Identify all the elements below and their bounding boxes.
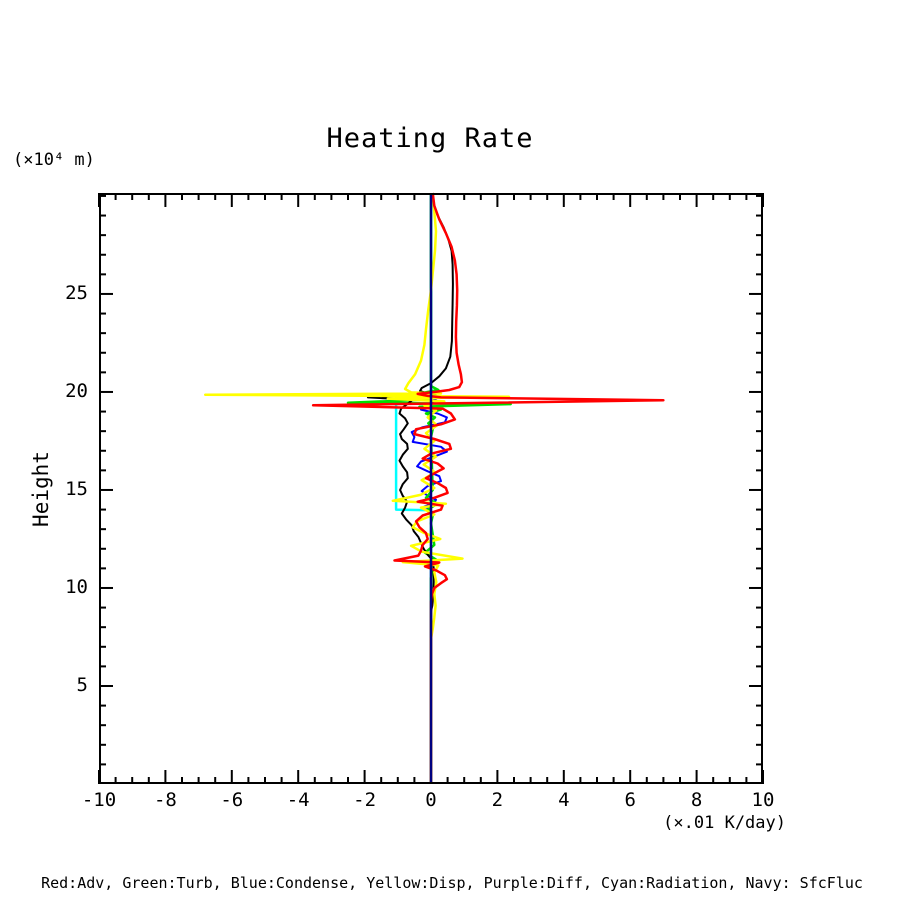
plot-border — [99, 193, 763, 784]
series-radiation — [394, 193, 437, 784]
y-tick-label: 25 — [65, 281, 88, 304]
series-adv — [311, 192, 665, 784]
y-tick-label: 5 — [76, 673, 88, 696]
y-axis-unit-label: (×10⁴ m) — [13, 150, 95, 170]
x-tick-label: 4 — [558, 789, 570, 811]
x-tick-label: 10 — [751, 789, 775, 811]
series-total — [366, 192, 454, 784]
x-axis-unit-label: (×.01 K/day) — [663, 813, 786, 833]
y-tick-label: 20 — [65, 379, 88, 402]
chart-title: Heating Rate — [326, 123, 534, 154]
plot-area — [98, 192, 764, 784]
x-tick-label: -8 — [153, 789, 177, 811]
series-turb — [346, 193, 512, 784]
series-condense — [410, 193, 448, 784]
x-tick-label: -4 — [286, 789, 310, 811]
x-tick-label: 6 — [624, 789, 636, 811]
x-tick-label: -6 — [220, 789, 244, 811]
x-tick-label: -10 — [81, 789, 117, 811]
x-tick-label: 2 — [491, 789, 504, 811]
x-tick-label: 0 — [425, 789, 437, 811]
x-tick-label: -2 — [353, 789, 377, 811]
x-tick-label: 8 — [690, 789, 703, 811]
series-disp — [203, 192, 511, 784]
y-tick-label: 10 — [65, 575, 88, 598]
legend-text: Red:Adv, Green:Turb, Blue:Condense, Yell… — [41, 874, 863, 892]
y-tick-label: 15 — [65, 477, 88, 500]
